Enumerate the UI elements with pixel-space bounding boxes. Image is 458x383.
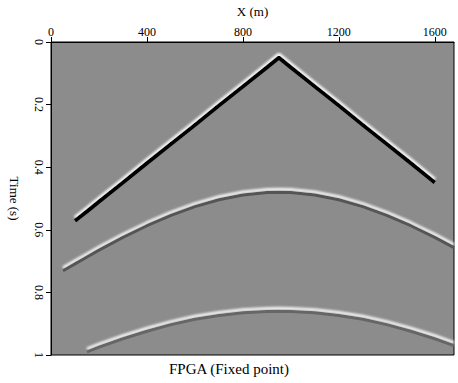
svg-text:0: 0 (48, 25, 54, 39)
svg-text:0.2: 0.2 (32, 97, 46, 112)
svg-text:1200: 1200 (327, 25, 351, 39)
svg-text:FPGA (Fixed point): FPGA (Fixed point) (169, 361, 289, 378)
svg-text:0.6: 0.6 (32, 222, 46, 237)
svg-text:Time (s): Time (s) (7, 177, 22, 221)
svg-text:0.8: 0.8 (32, 285, 46, 300)
svg-text:0.4: 0.4 (32, 160, 46, 175)
svg-text:400: 400 (138, 25, 156, 39)
svg-text:800: 800 (234, 25, 252, 39)
svg-text:0: 0 (32, 39, 46, 45)
svg-text:1: 1 (32, 352, 46, 358)
svg-text:X (m): X (m) (237, 4, 268, 19)
svg-text:1600: 1600 (423, 25, 447, 39)
